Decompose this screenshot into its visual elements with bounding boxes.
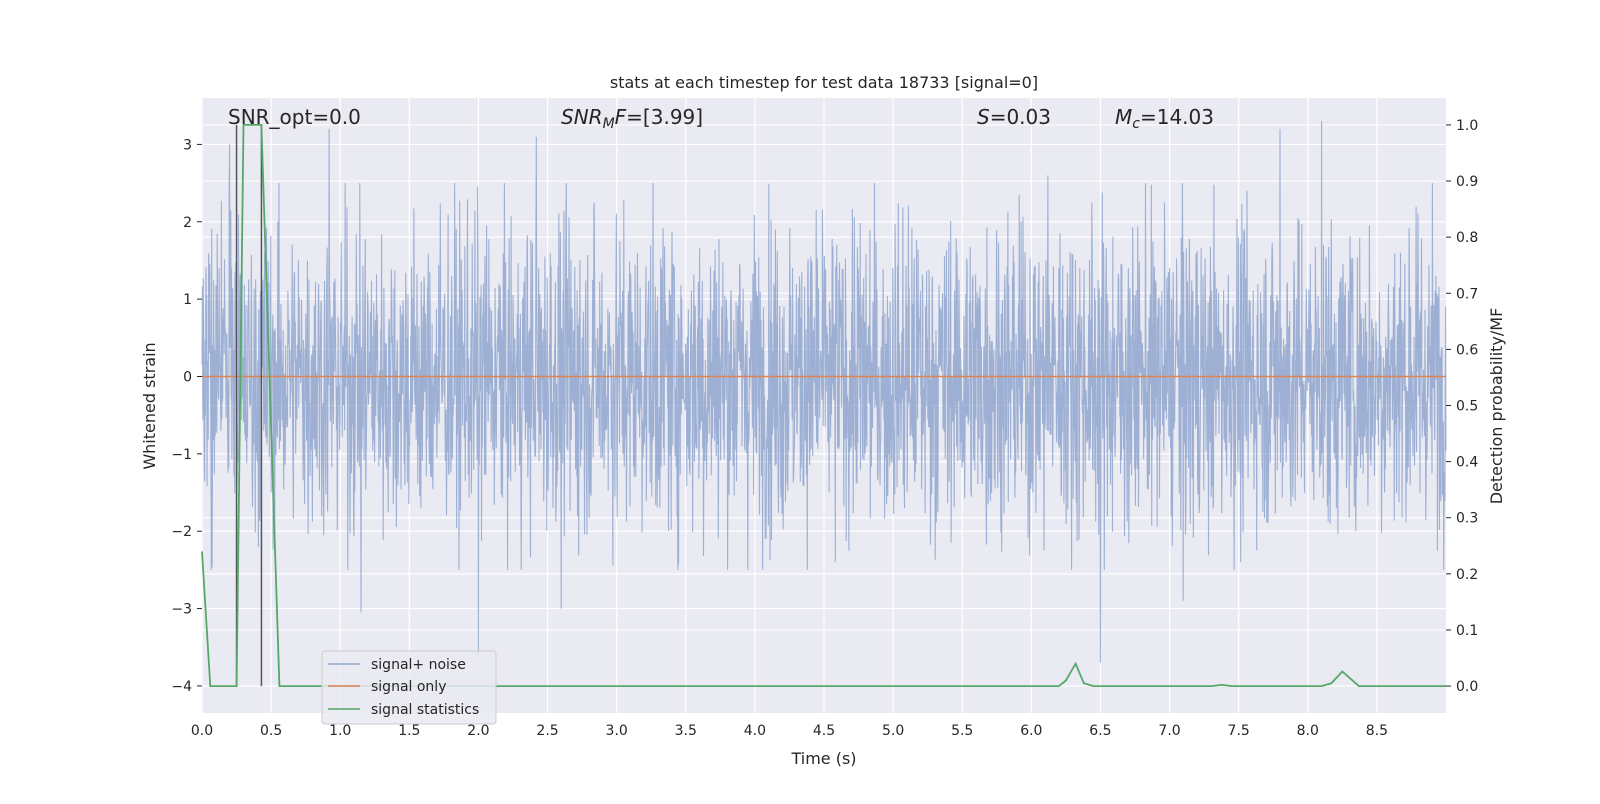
- y-tick-label-right: 0.1: [1456, 623, 1478, 639]
- annotation-snr-opt: SNR_opt=0.0: [228, 105, 361, 129]
- y-tick-label-left: 1: [183, 292, 192, 308]
- x-tick-label: 3.5: [675, 723, 697, 739]
- y-tick-label-right: 0.9: [1456, 174, 1478, 190]
- y-tick-label-right: 0.6: [1456, 342, 1478, 358]
- x-tick-label: 4.0: [744, 723, 766, 739]
- signal-statistics-series: [201, 124, 1446, 687]
- annotation-snr-mf: SNRMF=[3.99]: [561, 105, 703, 132]
- x-tick-label: 2.0: [467, 723, 489, 739]
- x-tick-label: 7.5: [1228, 723, 1250, 739]
- y-axis-label-right: Detection probability/MF: [1487, 308, 1506, 505]
- annotation-mc-value: =14.03: [1140, 105, 1214, 129]
- y-tick-label-left: −4: [171, 679, 192, 695]
- annotation-s-stat-value: =0.03: [990, 105, 1051, 129]
- y-tick-label-left: −1: [171, 447, 192, 463]
- legend: signal+ noise signal only signal statist…: [321, 650, 497, 725]
- x-tick-label: 4.5: [813, 723, 835, 739]
- x-axis-label: Time (s): [790, 749, 856, 768]
- y-tick-label-right: 0.7: [1456, 286, 1478, 302]
- y-tick-label-left: 0: [183, 369, 192, 385]
- y-tick-label-right: 1.0: [1456, 118, 1478, 134]
- x-tick-label: 8.5: [1366, 723, 1388, 739]
- x-tick-label: 1.0: [329, 723, 351, 739]
- y-axis-label-left: Whitened strain: [140, 342, 159, 469]
- annotation-s-stat: S=0.03: [977, 105, 1051, 129]
- y-tick-label-left: −3: [171, 602, 192, 618]
- x-tick-label: 8.0: [1297, 723, 1319, 739]
- x-tick-label: 5.0: [882, 723, 904, 739]
- annotation-snr-mf-value: =[3.99]: [626, 105, 703, 129]
- x-tick-label: 1.5: [398, 723, 420, 739]
- x-tick-label: 6.5: [1089, 723, 1111, 739]
- y-tick-label-right: 0.4: [1456, 455, 1478, 471]
- tick-labels: 0.0 0.5 1.0 1.5 2.0 2.5 3.0 3.5 4.0 4.5 5.0 5.5 6.0 6…: [171, 118, 1478, 739]
- x-tick-label: 2.5: [536, 723, 558, 739]
- y-tick-label-right: 0.0: [1456, 679, 1478, 695]
- chart-title: stats at each timestep for test data 187…: [610, 73, 1038, 92]
- x-tick-label: 7.0: [1158, 723, 1180, 739]
- x-tick-label: 3.0: [606, 723, 628, 739]
- x-tick-label: 0.0: [191, 723, 213, 739]
- legend-box: [321, 650, 497, 725]
- y-tick-label-right: 0.8: [1456, 230, 1478, 246]
- legend-label-signal-only: signal only: [371, 679, 446, 695]
- y-tick-label-left: −2: [171, 524, 192, 540]
- y-tick-label-right: 0.5: [1456, 399, 1478, 415]
- y-tick-label-left: 2: [183, 215, 192, 231]
- annotation-mc: Mc=14.03: [1115, 105, 1214, 132]
- signal-statistics-line: [201, 124, 1446, 687]
- y-tick-label-right: 0.2: [1456, 567, 1478, 583]
- legend-label-signal-statistics: signal statistics: [371, 702, 479, 718]
- signal-noise-series: [201, 121, 1447, 663]
- x-tick-label: 6.0: [1020, 723, 1042, 739]
- signal-noise-line: [201, 121, 1447, 663]
- vertical-markers: [235, 124, 263, 687]
- x-tick-label: 5.5: [951, 723, 973, 739]
- y-tick-label-left: 3: [183, 137, 192, 153]
- legend-label-signal-noise: signal+ noise: [371, 657, 466, 673]
- x-tick-label: 0.5: [260, 723, 282, 739]
- y-tick-label-right: 0.3: [1456, 511, 1478, 527]
